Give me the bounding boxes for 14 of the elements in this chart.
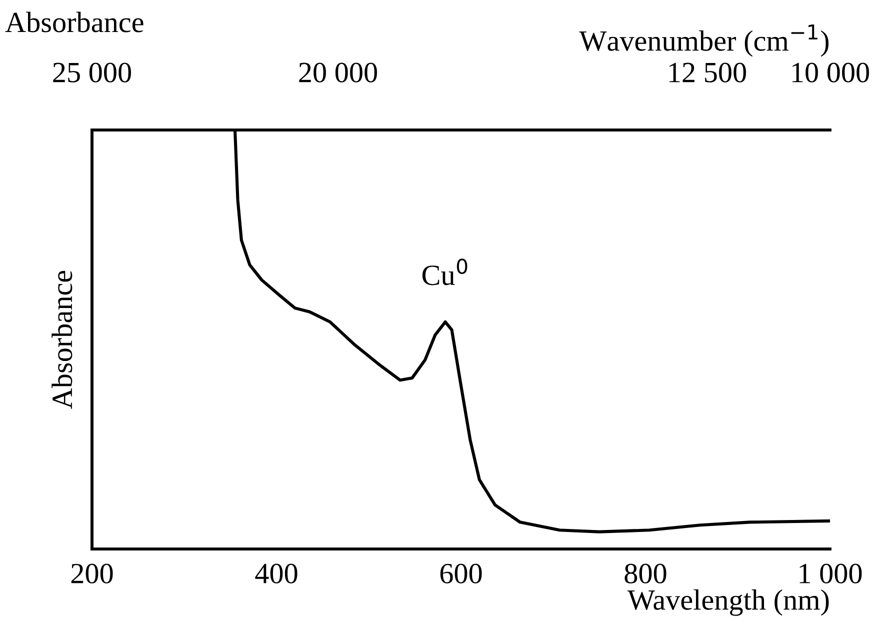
x-tick-label: 600	[440, 564, 482, 584]
annotation: Cu$^{0}$	[422, 258, 468, 286]
x2-tick-label: 10 000	[792, 62, 869, 82]
x2-tick-label: 25 000	[53, 62, 131, 82]
x-axis-title: Wavelength (nm)	[627, 589, 829, 616]
text: Absorbance	[5, 12, 144, 32]
y-axis-title: Absorbance	[52, 270, 72, 409]
x-tick-label: 200	[71, 564, 113, 584]
x-tick-label: 400	[255, 564, 298, 584]
x2-tick-label: 12 500	[669, 62, 746, 82]
x-tick-label: 1 000	[800, 564, 862, 584]
x2-axis-title: Wavenumber (cm$^{−1}$)	[579, 24, 829, 57]
x2-tick-label: 20 000	[299, 62, 377, 82]
x-tick-label: 800	[624, 564, 666, 584]
